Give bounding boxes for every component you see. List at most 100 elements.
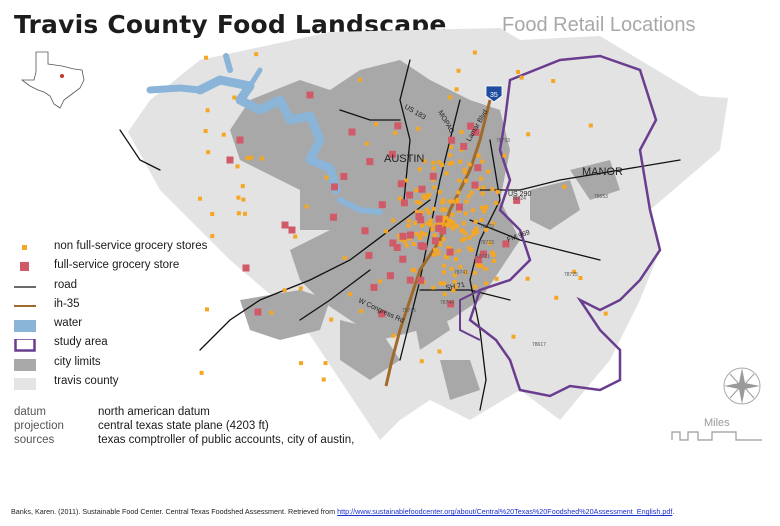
store-point xyxy=(471,208,475,213)
citation-link[interactable]: http://www.sustainablefoodcenter.org/abo… xyxy=(337,507,673,516)
store-point xyxy=(205,307,209,312)
legend-item: non full-service grocery stores xyxy=(14,238,254,257)
store-point xyxy=(480,191,485,196)
store-point xyxy=(436,251,441,256)
store-point xyxy=(483,267,488,271)
legend-item: ih-35 xyxy=(14,296,254,315)
full-service-store-point xyxy=(429,172,437,180)
store-point xyxy=(245,156,250,161)
store-point xyxy=(462,237,467,241)
store-point xyxy=(450,161,455,165)
store-point xyxy=(430,227,435,232)
store-point xyxy=(603,311,608,316)
store-point xyxy=(462,167,467,172)
store-point xyxy=(460,238,465,243)
full-service-store-point xyxy=(389,239,397,247)
store-point xyxy=(456,190,461,195)
store-point xyxy=(414,231,419,236)
full-service-store-point xyxy=(474,164,482,172)
store-point xyxy=(441,237,446,242)
road-line-icon xyxy=(14,285,36,288)
svg-text:35: 35 xyxy=(490,92,498,99)
scale-label: Miles xyxy=(704,417,730,429)
store-point xyxy=(427,192,432,197)
store-point xyxy=(491,253,496,257)
ih35-line-icon xyxy=(14,304,36,307)
store-point xyxy=(554,295,559,300)
store-point xyxy=(448,153,453,158)
store-point xyxy=(414,188,419,193)
store-point xyxy=(444,216,449,221)
store-point xyxy=(210,212,215,216)
full-service-store-point xyxy=(361,227,369,235)
study-area-square-icon xyxy=(14,339,36,353)
full-service-store-point xyxy=(447,300,455,308)
store-point xyxy=(417,167,422,172)
metadata-value: central texas state plane (4203 ft) xyxy=(98,420,269,432)
store-point xyxy=(198,196,202,201)
store-point xyxy=(526,132,531,137)
store-point xyxy=(438,281,443,286)
store-point xyxy=(463,211,468,216)
store-point xyxy=(440,207,445,212)
store-point xyxy=(463,270,468,275)
store-point xyxy=(484,205,488,209)
legend-label: non full-service grocery stores xyxy=(54,240,208,252)
store-point xyxy=(484,281,489,286)
store-point xyxy=(407,236,412,241)
store-point xyxy=(453,285,458,290)
store-point xyxy=(588,123,593,128)
store-point xyxy=(516,70,520,74)
store-point xyxy=(298,286,303,291)
full-service-store-point xyxy=(439,227,447,235)
store-point xyxy=(437,349,442,354)
full-service-store-point xyxy=(366,158,374,166)
full-service-store-point xyxy=(431,237,439,245)
full-service-store-point xyxy=(435,215,443,223)
store-point xyxy=(472,50,477,55)
store-point xyxy=(442,281,447,286)
store-point xyxy=(206,150,211,155)
store-point xyxy=(486,169,491,174)
store-point xyxy=(437,190,442,195)
scale-bar xyxy=(671,431,762,441)
store-point xyxy=(405,243,409,248)
full-service-store-point xyxy=(370,283,378,291)
store-point xyxy=(442,270,447,275)
store-point xyxy=(421,194,426,199)
full-service-store-point xyxy=(460,142,468,150)
store-point xyxy=(397,196,402,201)
store-point xyxy=(451,199,456,204)
store-point xyxy=(293,234,298,239)
store-point xyxy=(348,292,353,297)
legend-item: travis county xyxy=(14,373,254,392)
store-point xyxy=(450,212,455,217)
full-service-store-point xyxy=(386,272,394,280)
store-point xyxy=(444,222,449,227)
label-us290: US 290 xyxy=(508,191,531,198)
store-point xyxy=(490,250,495,255)
store-point xyxy=(374,122,379,127)
store-point xyxy=(451,288,456,293)
store-point xyxy=(454,87,459,92)
travis-county-square-icon xyxy=(14,378,36,391)
interstate-shield-icon: 35 xyxy=(485,85,503,103)
store-point xyxy=(472,284,477,289)
legend-item: water xyxy=(14,315,254,334)
store-point xyxy=(418,235,423,240)
store-point xyxy=(199,370,204,375)
store-point xyxy=(357,77,362,82)
store-point xyxy=(478,176,483,181)
store-point xyxy=(236,211,241,216)
store-point xyxy=(475,230,479,235)
study-area-outline xyxy=(468,54,662,398)
store-point xyxy=(462,170,467,175)
store-point xyxy=(467,162,472,167)
store-point xyxy=(428,220,433,225)
zip-label: 78741 xyxy=(454,270,468,276)
metadata-key: projection xyxy=(14,420,64,432)
store-point xyxy=(440,200,445,205)
legend-label: full-service grocery store xyxy=(54,259,180,272)
store-point xyxy=(479,264,484,269)
